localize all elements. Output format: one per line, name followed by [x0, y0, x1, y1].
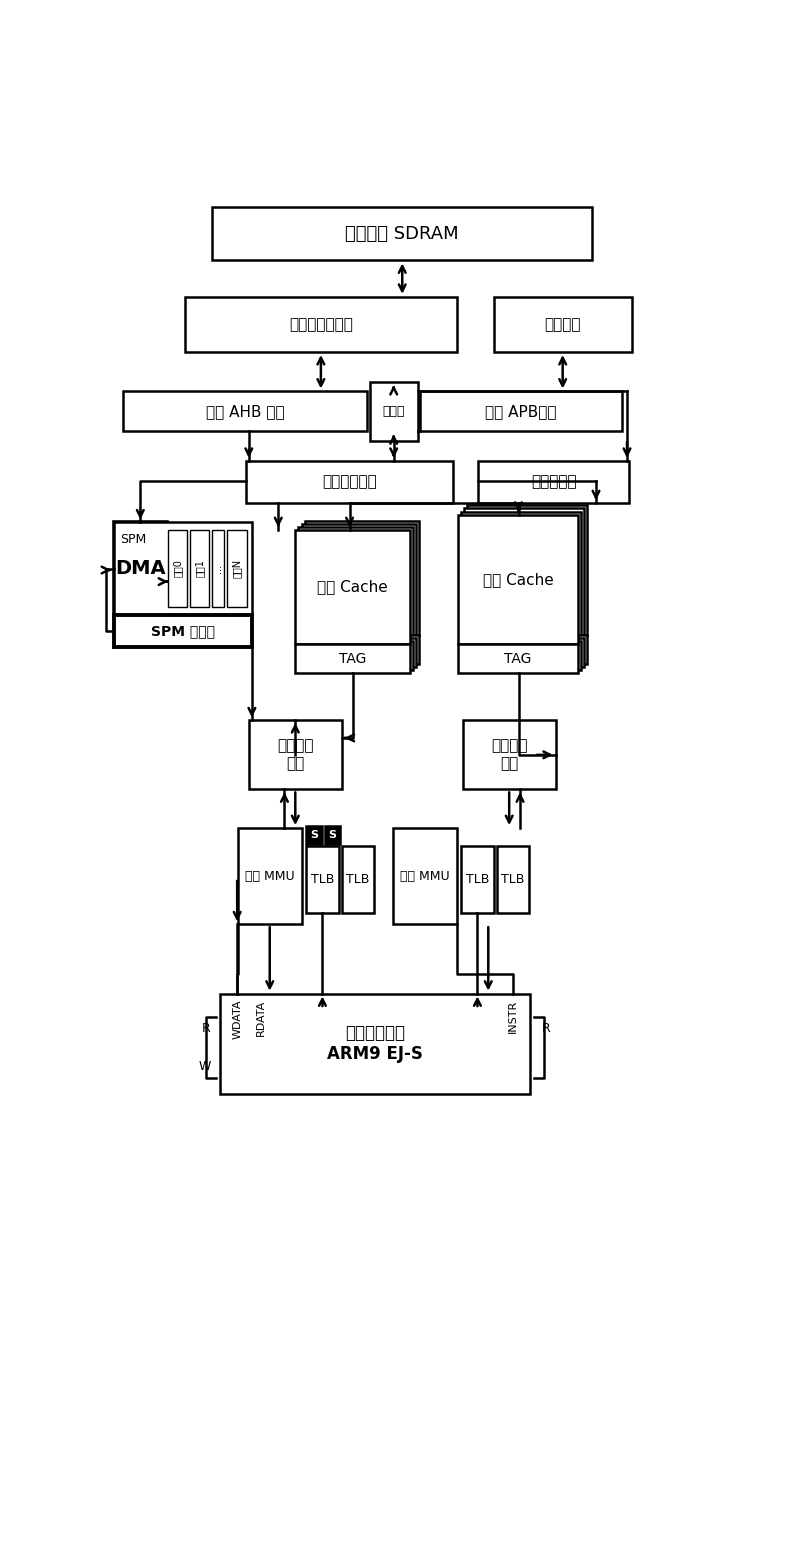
- Bar: [393, 828, 457, 924]
- Bar: [305, 521, 419, 635]
- Bar: [249, 720, 342, 790]
- Bar: [305, 635, 419, 665]
- Bar: [306, 845, 338, 913]
- Text: SPM: SPM: [120, 534, 146, 546]
- Bar: [467, 635, 587, 665]
- Bar: [114, 523, 252, 615]
- Bar: [461, 845, 494, 913]
- Bar: [458, 645, 578, 674]
- Text: 片外内存 SDRAM: 片外内存 SDRAM: [346, 225, 459, 242]
- Bar: [461, 641, 582, 671]
- Bar: [458, 515, 578, 645]
- Text: 指令 Cache: 指令 Cache: [482, 572, 554, 588]
- Text: 指令部分
路由: 指令部分 路由: [491, 739, 527, 771]
- Text: 内存控制器接口: 内存控制器接口: [289, 318, 353, 332]
- Bar: [302, 524, 416, 638]
- Bar: [295, 530, 410, 645]
- Bar: [420, 392, 622, 432]
- Text: 片外 APB总线: 片外 APB总线: [485, 404, 557, 419]
- Bar: [114, 615, 252, 648]
- Text: TLB: TLB: [466, 873, 489, 887]
- Bar: [190, 530, 209, 608]
- Bar: [227, 530, 247, 608]
- Text: 数据部分
路由: 数据部分 路由: [277, 739, 314, 771]
- Text: TAG: TAG: [339, 652, 366, 666]
- Text: SPM 控制器: SPM 控制器: [151, 625, 215, 638]
- Bar: [464, 638, 584, 668]
- Text: 数据 Cache: 数据 Cache: [318, 580, 388, 595]
- Bar: [302, 638, 416, 668]
- Bar: [461, 512, 582, 641]
- Bar: [168, 530, 186, 608]
- Bar: [114, 523, 166, 615]
- Bar: [220, 993, 530, 1093]
- Bar: [306, 825, 322, 843]
- Text: ...: ...: [213, 564, 222, 574]
- Bar: [298, 641, 413, 671]
- Text: 虚存0: 虚存0: [173, 560, 182, 577]
- Bar: [212, 207, 592, 261]
- Bar: [467, 506, 587, 635]
- Text: 指令 MMU: 指令 MMU: [400, 870, 450, 882]
- Bar: [298, 527, 413, 641]
- Text: 总线接口单位: 总线接口单位: [322, 475, 377, 489]
- Text: 虚存N: 虚存N: [232, 558, 242, 578]
- Text: R: R: [542, 1022, 550, 1035]
- Text: 数据 MMU: 数据 MMU: [245, 870, 294, 882]
- Bar: [462, 720, 556, 790]
- Text: S: S: [310, 830, 318, 840]
- Text: 片内 AHB 总线: 片内 AHB 总线: [206, 404, 285, 419]
- Bar: [497, 845, 530, 913]
- Bar: [295, 645, 410, 674]
- Bar: [478, 461, 630, 503]
- Text: 虚存1: 虚存1: [194, 560, 204, 577]
- Bar: [238, 828, 302, 924]
- Text: INSTR: INSTR: [508, 999, 518, 1033]
- Bar: [123, 392, 367, 432]
- Text: R: R: [202, 1022, 211, 1035]
- Bar: [325, 825, 340, 843]
- Text: S: S: [329, 830, 337, 840]
- Text: TLB: TLB: [502, 873, 525, 887]
- Text: 其他设备: 其他设备: [545, 318, 581, 332]
- Bar: [342, 845, 374, 913]
- Text: TLB: TLB: [346, 873, 370, 887]
- Text: 微处理器内核
ARM9 EJ-S: 微处理器内核 ARM9 EJ-S: [327, 1024, 423, 1062]
- Text: 总线桥: 总线桥: [382, 406, 405, 418]
- Text: RDATA: RDATA: [255, 999, 266, 1036]
- Bar: [246, 461, 454, 503]
- Text: W: W: [198, 1061, 211, 1073]
- Bar: [186, 296, 457, 352]
- Bar: [370, 382, 418, 441]
- Text: 中断控制器: 中断控制器: [531, 475, 577, 489]
- Bar: [494, 296, 632, 352]
- Text: TLB: TLB: [310, 873, 334, 887]
- Bar: [211, 530, 224, 608]
- Bar: [464, 509, 584, 638]
- Text: DMA: DMA: [115, 560, 166, 578]
- Text: TAG: TAG: [505, 652, 532, 666]
- Text: WDATA: WDATA: [232, 999, 242, 1039]
